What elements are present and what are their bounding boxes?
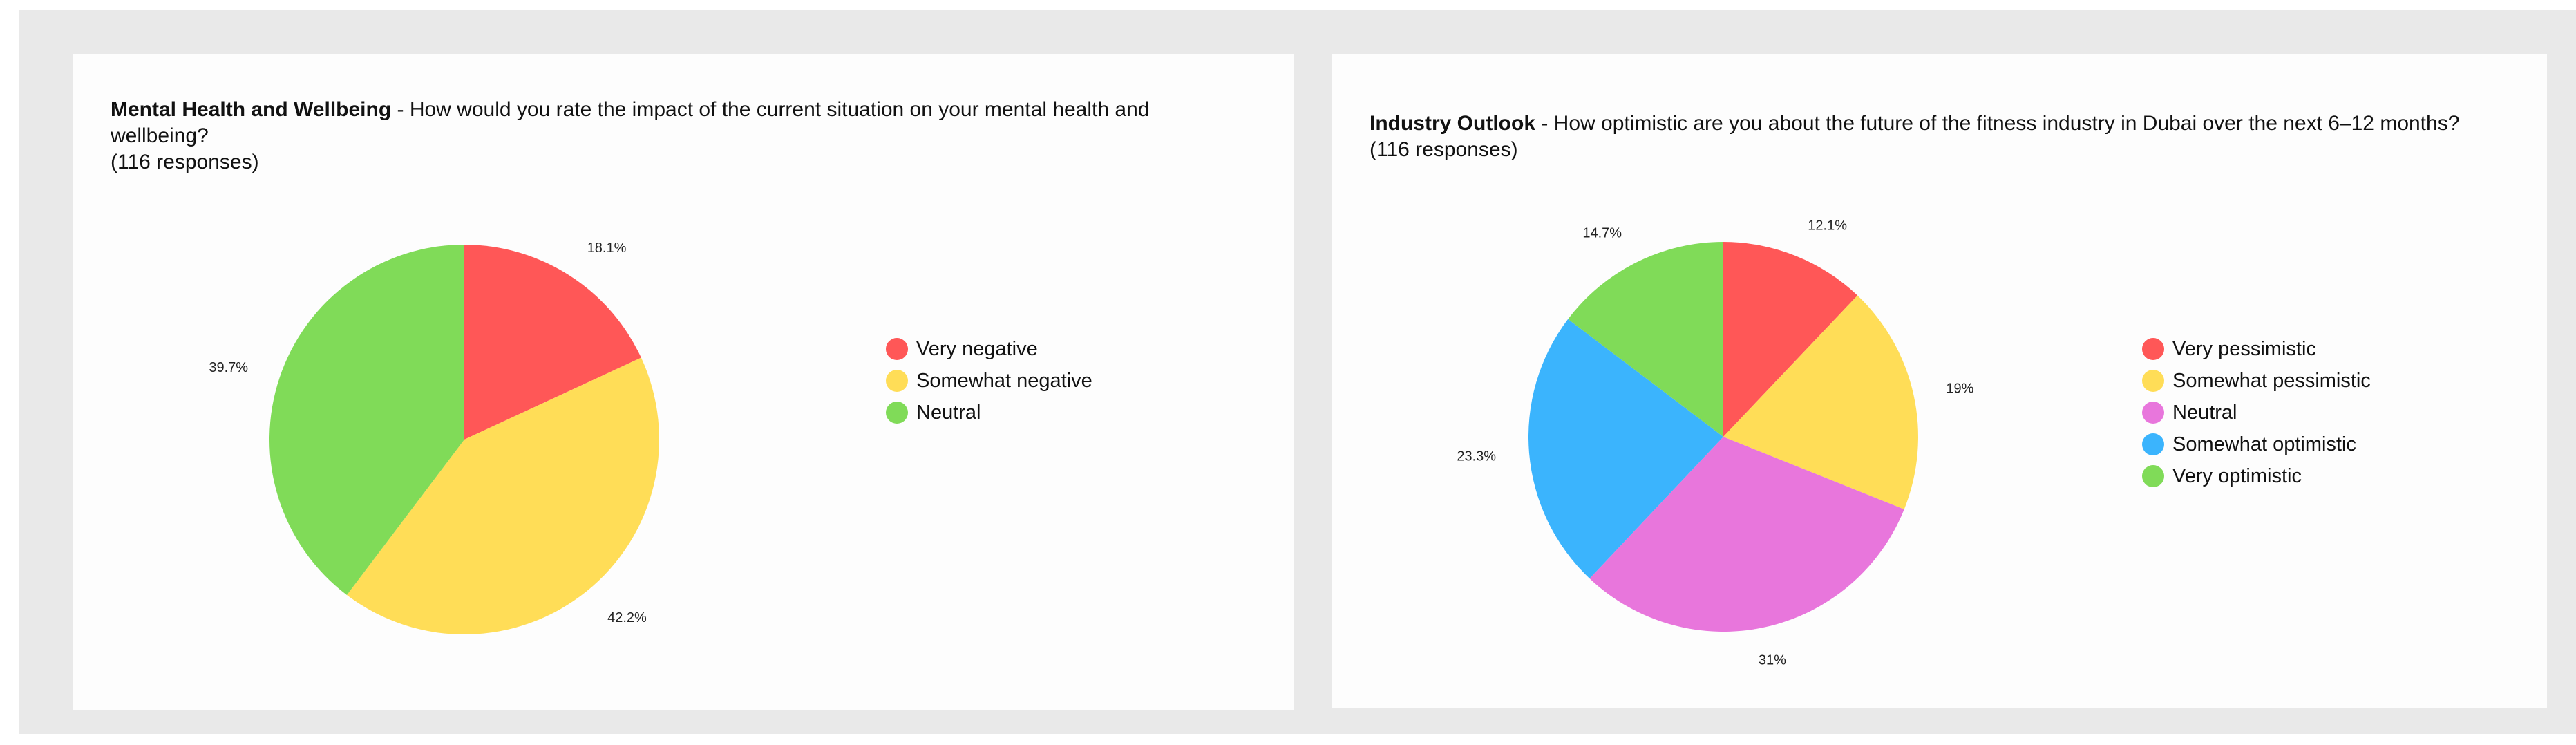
chart-title-bold: Industry Outlook — [1370, 112, 1535, 135]
legend-swatch — [2142, 433, 2164, 455]
legend-item-somewhat-optimistic[interactable]: Somewhat optimistic — [2142, 428, 2371, 460]
legend-swatch — [886, 370, 908, 392]
legend-swatch — [886, 402, 908, 424]
legend-swatch — [2142, 465, 2164, 487]
legend-label: Very pessimistic — [2172, 337, 2316, 360]
chart-legend: Very negative Somewhat negative Neutral — [886, 333, 1092, 428]
chart-card-industry-outlook: Industry Outlook - How optimistic are yo… — [1332, 54, 2547, 708]
legend-label: Somewhat pessimistic — [2172, 369, 2371, 392]
legend-swatch — [886, 338, 908, 360]
legend-label: Neutral — [916, 401, 981, 424]
legend-item-neutral[interactable]: Neutral — [2142, 397, 2371, 428]
pie-slice-neutral[interactable] — [269, 245, 464, 595]
chart-response-count: (116 responses) — [1370, 138, 1518, 161]
data-label-very-optimistic: 14.7% — [1582, 226, 1622, 241]
chart-legend: Very pessimistic Somewhat pessimistic Neut… — [2142, 333, 2371, 492]
data-label-very-negative: 18.1% — [587, 241, 627, 256]
pie-chart-mental-health: 18.1% 42.2% 39.7% — [209, 241, 659, 635]
legend-swatch — [2142, 370, 2164, 392]
chart-response-count: (116 responses) — [111, 151, 259, 173]
pie-chart-industry-outlook: 12.1% 19% 31% 23.3% 14.7% — [1457, 218, 1973, 668]
data-label-neutral: 39.7% — [209, 360, 248, 375]
dashboard-frame: Mental Health and Wellbeing - How would … — [19, 10, 2576, 734]
data-label-neutral: 31% — [1759, 652, 1786, 668]
data-label-somewhat-negative: 42.2% — [607, 610, 647, 625]
chart-title: Mental Health and Wellbeing - How would … — [111, 97, 1244, 176]
legend-item-very-pessimistic[interactable]: Very pessimistic — [2142, 333, 2371, 365]
chart-title-question: - How would you rate the impact of the c… — [111, 98, 1150, 147]
legend-item-somewhat-pessimistic[interactable]: Somewhat pessimistic — [2142, 365, 2371, 397]
pie-slice-somewhat-pessimistic[interactable] — [1723, 295, 1918, 509]
pie-slice-very-optimistic[interactable] — [1568, 242, 1723, 437]
pie-slice-very-negative[interactable] — [464, 245, 641, 440]
legend-label: Somewhat optimistic — [2172, 433, 2356, 455]
legend-item-very-negative[interactable]: Very negative — [886, 333, 1092, 365]
chart-title: Industry Outlook - How optimistic are yo… — [1370, 111, 2530, 163]
legend-label: Very optimistic — [2172, 464, 2302, 487]
legend-label: Very negative — [916, 337, 1038, 360]
legend-item-somewhat-negative[interactable]: Somewhat negative — [886, 365, 1092, 397]
legend-swatch — [2142, 338, 2164, 360]
data-label-very-pessimistic: 12.1% — [1808, 218, 1847, 234]
pie-slice-somewhat-negative[interactable] — [346, 357, 659, 635]
legend-item-neutral[interactable]: Neutral — [886, 397, 1092, 428]
pie-slice-very-pessimistic[interactable] — [1723, 242, 1858, 437]
pie-slice-somewhat-optimistic[interactable] — [1528, 319, 1723, 579]
data-label-somewhat-optimistic: 23.3% — [1457, 449, 1496, 464]
legend-swatch — [2142, 402, 2164, 424]
chart-title-bold: Mental Health and Wellbeing — [111, 98, 392, 121]
legend-label: Somewhat negative — [916, 369, 1092, 392]
pie-slice-neutral[interactable] — [1589, 437, 1904, 632]
chart-card-mental-health: Mental Health and Wellbeing - How would … — [73, 54, 1294, 710]
legend-item-very-optimistic[interactable]: Very optimistic — [2142, 460, 2371, 492]
data-label-somewhat-pessimistic: 19% — [1946, 381, 1973, 397]
legend-label: Neutral — [2172, 401, 2237, 424]
chart-title-question: - How optimistic are you about the futur… — [1535, 112, 2460, 135]
